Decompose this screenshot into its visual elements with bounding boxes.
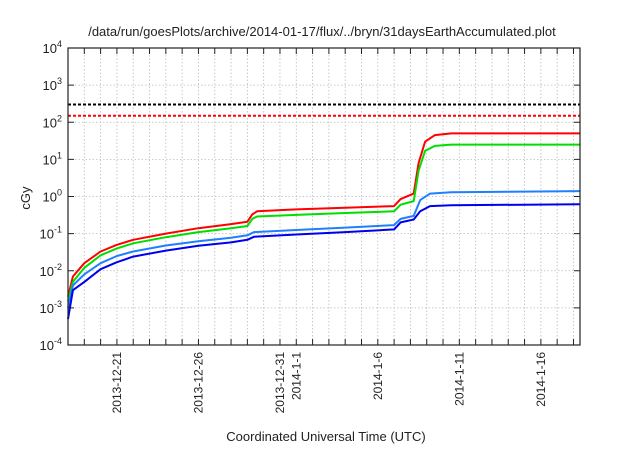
series-group [67, 103, 581, 320]
x-tick-label: 2013-12-26 [191, 352, 205, 414]
x-axis-label: Coordinated Universal Time (UTC) [226, 429, 425, 444]
y-tick-label: 10-1 [40, 225, 62, 242]
y-axis-label: cGy [18, 186, 33, 210]
x-tick-label: 2013-12-21 [110, 352, 124, 414]
y-tick-label: 103 [43, 76, 62, 93]
y-tick-label: 10-2 [40, 262, 62, 279]
x-tick-label: 2014-1-11 [452, 352, 466, 406]
x-tick-labels: 2013-12-21 2013-12-26 2013-12-31 2014-1-1 20… [110, 352, 548, 414]
y-tick-label: 101 [43, 150, 62, 167]
y-tick-label: 102 [43, 113, 62, 130]
x-tick-label: 2013-12-31 [273, 352, 287, 414]
y-tick-label: 10-4 [40, 336, 62, 353]
y-tick-label: 104 [43, 39, 62, 56]
series-red [67, 132, 580, 297]
chart-title: /data/run/goesPlots/archive/2014-01-17/f… [88, 24, 556, 39]
x-tick-label: 2014-1-6 [371, 352, 385, 400]
ticks [68, 47, 580, 346]
series-dark-blue [67, 203, 581, 320]
series-green [67, 143, 580, 302]
x-tick-label: 2014-1-1 [289, 352, 303, 400]
grid [68, 48, 580, 345]
x-tick-label: 2014-1-16 [534, 352, 548, 407]
y-tick-label: 10-3 [40, 299, 62, 316]
y-tick-labels: 10-4 10-3 10-2 10-1 100 101 102 103 104 [40, 39, 62, 353]
y-tick-label: 100 [43, 188, 62, 205]
series-light-blue [67, 190, 581, 309]
